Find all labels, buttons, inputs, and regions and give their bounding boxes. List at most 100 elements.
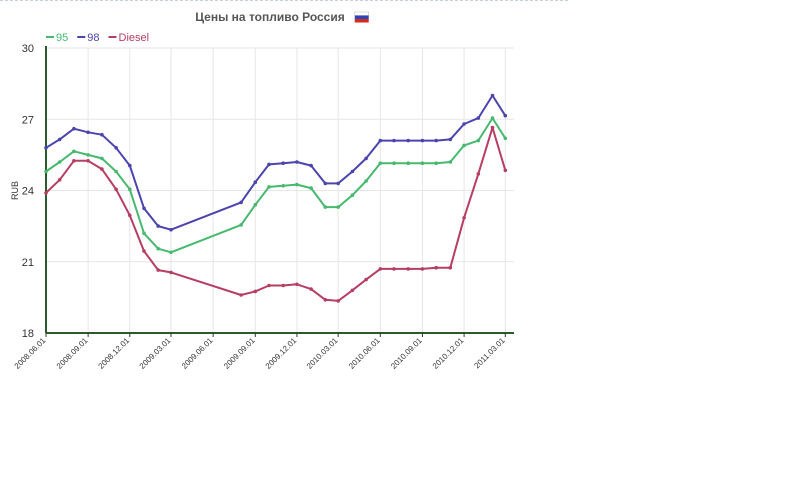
y-tick-18: 18 [22, 328, 34, 340]
data-point-diesel-2010-05-01 [364, 277, 368, 282]
data-point-diesel-2009-11-01 [281, 283, 286, 288]
data-point-95-2009-02-01 [156, 246, 160, 251]
data-point-diesel-2009-12-01 [295, 282, 299, 287]
data-point-98-2010-12-01 [462, 122, 466, 126]
data-point-98-2010-01-01 [309, 163, 313, 168]
x-tick-2010-03-01: 2010.03.01 [305, 336, 340, 371]
data-point-98-2009-02-01 [156, 224, 160, 228]
x-tick-2009-09-01: 2009.09.01 [222, 336, 257, 371]
data-point-98-2010-03-01 [336, 181, 341, 186]
chart-title: Цены на топливо Россия [195, 10, 369, 24]
data-point-95-2010-03-01 [336, 205, 341, 209]
series-line-98 [45, 94, 507, 231]
series-98 [44, 93, 508, 232]
data-point-95-2010-08-01 [406, 161, 411, 165]
legend-label-95: 95 [56, 32, 68, 44]
data-point-95-2008-09-01 [86, 153, 90, 157]
x-tick-2010-06-01: 2010.06.01 [347, 336, 382, 371]
data-point-95-2010-07-01 [392, 161, 396, 165]
data-point-95-2008-06-01 [44, 169, 48, 174]
data-point-diesel-2011-03-01 [503, 168, 508, 173]
data-point-95-2009-10-01 [267, 185, 271, 189]
x-tick-2008-12-01: 2008.12.01 [97, 336, 132, 371]
legend: 95 98 Diesel [46, 32, 149, 44]
data-point-diesel-2010-10-01 [434, 265, 439, 270]
data-point-diesel-2008-09-01 [86, 159, 90, 163]
data-point-95-2009-12-01 [295, 182, 299, 187]
data-point-diesel-2010-02-01 [323, 298, 328, 302]
data-point-98-2011-03-01 [503, 113, 508, 118]
data-point-95-2008-10-01 [100, 156, 104, 161]
data-point-98-2009-09-01 [253, 180, 258, 184]
data-point-95-2008-11-01 [114, 169, 118, 174]
data-point-98-2010-07-01 [392, 138, 396, 143]
data-point-95-2011-01-01 [476, 138, 481, 143]
series-95 [44, 116, 508, 255]
data-point-98-2008-10-01 [100, 132, 104, 137]
data-point-diesel-2009-01-01 [142, 249, 146, 253]
data-point-diesel-2011-01-01 [476, 172, 481, 176]
data-point-diesel-2011-02-01 [490, 125, 495, 130]
x-tick-2010-09-01: 2010.09.01 [389, 336, 424, 371]
series-line-95 [45, 117, 507, 254]
y-axis-ticks: 18 21 24 27 30 [22, 43, 34, 340]
data-point-95-2008-08-01 [72, 149, 76, 154]
data-point-98-2010-04-01 [350, 169, 355, 174]
data-point-diesel-2008-07-01 [57, 178, 62, 182]
data-point-95-2010-12-01 [462, 143, 466, 148]
data-point-diesel-2010-11-01 [448, 265, 453, 270]
data-point-95-2009-09-01 [253, 203, 258, 207]
legend-item-98[interactable]: 98 [77, 32, 100, 44]
data-point-95-2011-03-01 [503, 136, 508, 141]
data-point-diesel-2009-02-01 [156, 268, 160, 272]
data-point-98-2009-12-01 [295, 160, 299, 164]
data-point-diesel-2009-03-01 [169, 270, 173, 275]
data-point-95-2010-10-01 [434, 161, 439, 165]
data-point-95-2009-01-01 [142, 231, 146, 236]
data-point-98-2009-11-01 [281, 161, 286, 165]
legend-label-98: 98 [87, 32, 99, 44]
data-point-95-2010-09-01 [420, 161, 425, 165]
data-point-98-2008-08-01 [72, 126, 76, 131]
data-point-diesel-2010-09-01 [420, 267, 425, 271]
data-point-diesel-2010-03-01 [336, 299, 341, 303]
legend-label-diesel: Diesel [119, 32, 150, 44]
data-point-95-2010-06-01 [378, 161, 383, 165]
data-point-diesel-2008-08-01 [72, 159, 76, 163]
data-point-98-2008-12-01 [128, 163, 132, 168]
data-point-95-2010-05-01 [364, 179, 368, 183]
x-tick-2009-03-01: 2009.03.01 [138, 336, 173, 371]
data-point-98-2011-01-01 [476, 116, 481, 120]
data-point-diesel-2008-06-01 [44, 191, 48, 195]
data-point-diesel-2010-01-01 [309, 287, 313, 291]
series-line-diesel [45, 126, 507, 302]
series-lines [44, 93, 508, 303]
data-point-98-2010-08-01 [406, 138, 411, 143]
data-point-95-2009-08-01 [239, 223, 243, 227]
data-point-95-2008-12-01 [128, 187, 132, 192]
data-point-98-2010-05-01 [364, 156, 368, 161]
data-point-diesel-2008-10-01 [100, 167, 104, 171]
y-tick-24: 24 [22, 186, 34, 198]
x-tick-2010-12-01: 2010.12.01 [431, 336, 466, 371]
x-tick-2011-03-01: 2011.03.01 [472, 336, 507, 371]
data-point-98-2009-10-01 [267, 162, 271, 167]
data-point-diesel-2010-04-01 [350, 288, 355, 293]
data-point-95-2009-03-01 [169, 250, 173, 255]
legend-item-95[interactable]: 95 [46, 32, 68, 44]
x-tick-2009-12-01: 2009.12.01 [264, 336, 299, 371]
y-tick-27: 27 [22, 114, 34, 126]
top-divider [0, 0, 568, 1]
data-point-98-2011-02-01 [490, 93, 495, 98]
series-diesel [44, 125, 508, 303]
data-point-95-2010-11-01 [448, 160, 453, 164]
data-point-95-2010-01-01 [309, 186, 313, 190]
data-point-95-2008-07-01 [57, 160, 62, 164]
x-tick-2008-06-01: 2008.06.01 [13, 336, 48, 371]
data-point-diesel-2010-12-01 [462, 216, 466, 220]
legend-item-diesel[interactable]: Diesel [108, 32, 150, 44]
russia-flag-icon [354, 11, 369, 23]
data-point-98-2008-07-01 [57, 137, 62, 142]
x-tick-2008-09-01: 2008.09.01 [55, 336, 90, 371]
